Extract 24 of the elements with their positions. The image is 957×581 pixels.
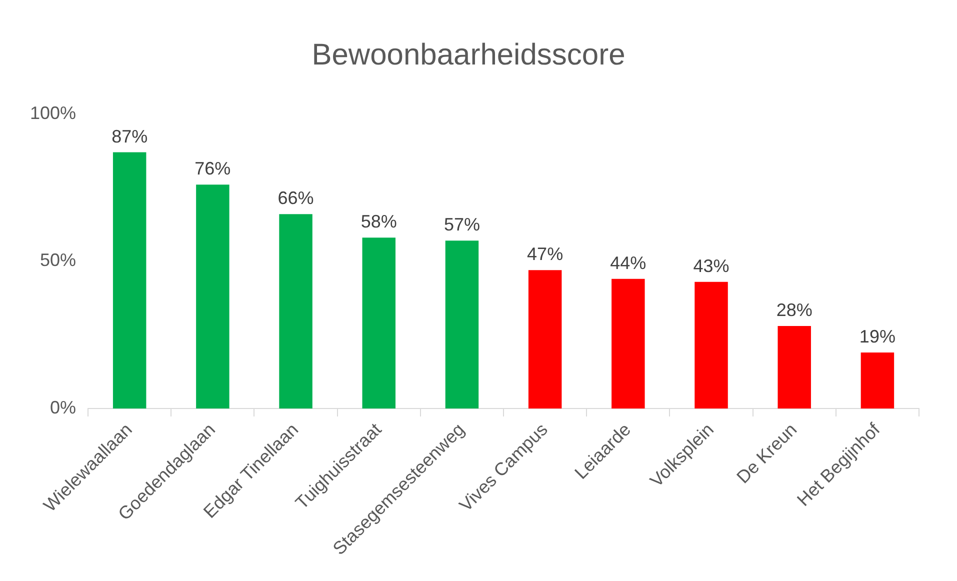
data-label: 47% [527, 244, 564, 264]
bar [528, 270, 562, 408]
y-tick-label: 50% [40, 250, 76, 270]
bar [778, 326, 811, 408]
bar [694, 282, 728, 408]
bar [612, 278, 645, 408]
data-label: 28% [776, 300, 812, 320]
bar [362, 238, 396, 408]
data-label: 87% [112, 126, 148, 146]
bar [279, 214, 312, 408]
data-label: 66% [278, 188, 314, 208]
bar [196, 184, 230, 408]
y-tick-label: 100% [30, 102, 76, 123]
bar [112, 152, 146, 408]
data-label: 76% [194, 158, 231, 179]
bar [860, 352, 894, 408]
bar [445, 240, 479, 408]
data-label: 58% [360, 212, 397, 232]
data-label: 57% [444, 214, 480, 235]
data-label: 19% [859, 326, 896, 347]
data-label: 43% [693, 256, 730, 276]
y-tick-label: 0% [50, 397, 76, 418]
chart-title: Bewoonbaarheidsscore [312, 38, 626, 72]
data-label: 44% [610, 252, 646, 273]
